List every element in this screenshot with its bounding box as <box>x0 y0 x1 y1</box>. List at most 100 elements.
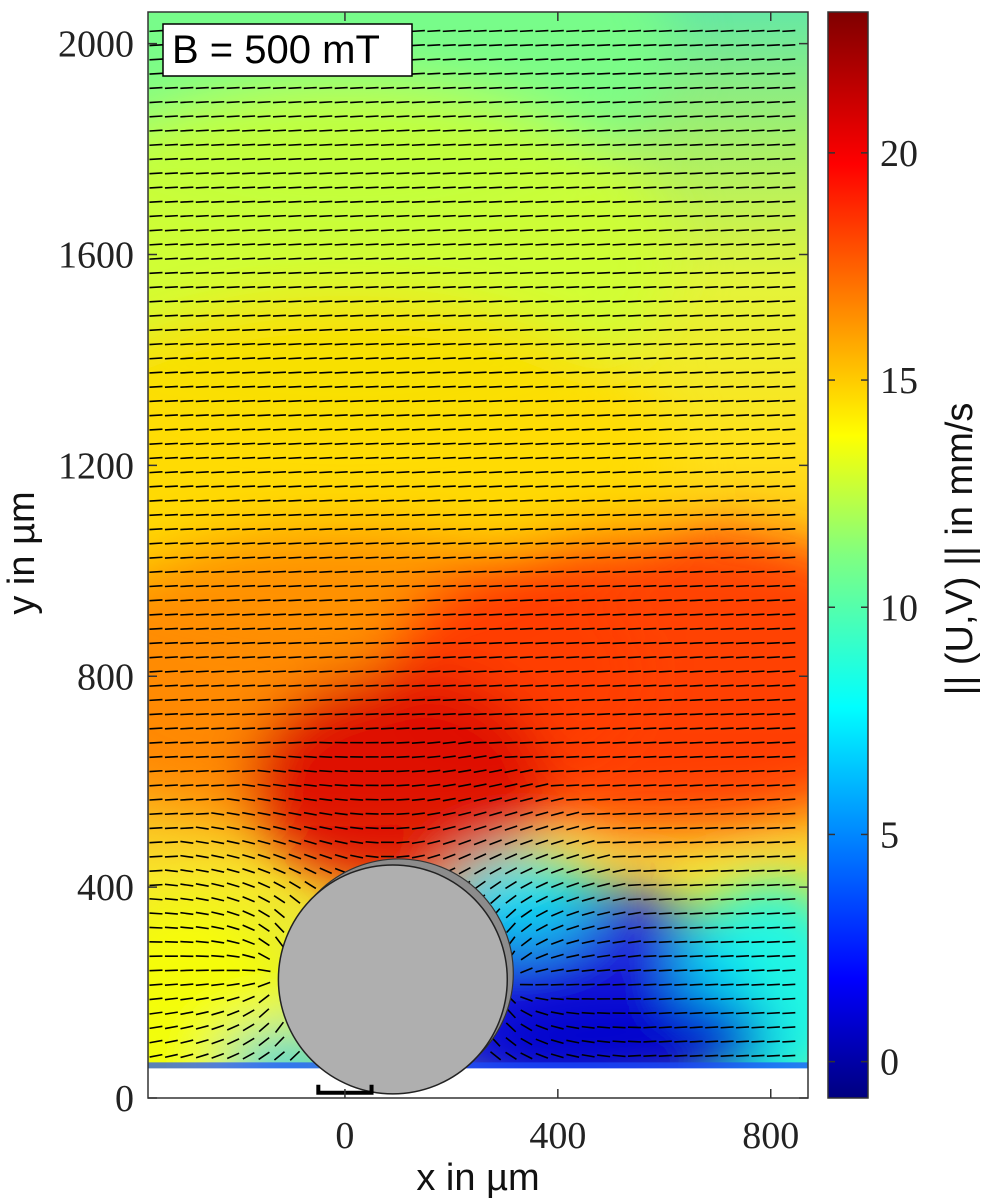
velocity-arrow <box>288 839 302 845</box>
velocity-arrow <box>766 414 780 417</box>
velocity-arrow <box>180 257 194 260</box>
velocity-arrow <box>319 812 333 816</box>
velocity-arrow <box>504 371 518 374</box>
velocity-arrow <box>164 1025 178 1030</box>
velocity-arrow <box>674 684 688 687</box>
velocity-arrow <box>643 44 657 47</box>
velocity-arrow <box>427 542 441 545</box>
velocity-arrow <box>473 713 487 716</box>
velocity-arrow <box>489 214 503 218</box>
velocity-arrow <box>566 570 580 574</box>
velocity-arrow <box>149 342 163 346</box>
velocity-arrow <box>365 300 379 303</box>
velocity-arrow <box>164 200 178 203</box>
velocity-arrow <box>766 698 780 702</box>
velocity-arrow <box>149 44 163 47</box>
velocity-arrow <box>288 627 302 630</box>
velocity-arrow <box>782 684 796 687</box>
velocity-arrow <box>751 172 765 175</box>
velocity-arrow <box>490 894 502 905</box>
velocity-arrow <box>489 44 503 47</box>
velocity-arrow <box>195 926 209 930</box>
velocity-arrow <box>303 839 317 845</box>
velocity-arrow <box>380 442 395 445</box>
velocity-arrow <box>242 556 256 559</box>
velocity-arrow <box>751 1026 765 1029</box>
velocity-arrow <box>581 769 595 773</box>
velocity-arrow <box>149 897 163 901</box>
velocity-arrow <box>782 883 796 887</box>
velocity-arrow <box>226 499 240 502</box>
velocity-arrow <box>180 670 194 673</box>
velocity-arrow <box>597 911 611 916</box>
velocity-arrow <box>489 271 503 275</box>
velocity-arrow <box>164 115 178 118</box>
velocity-arrow <box>473 727 487 730</box>
velocity-arrow <box>689 513 703 517</box>
velocity-arrow <box>195 342 209 346</box>
velocity-arrow <box>288 243 302 246</box>
velocity-arrow <box>689 599 703 602</box>
velocity-arrow <box>643 29 657 33</box>
velocity-arrow <box>257 485 271 488</box>
velocity-arrow <box>273 853 286 860</box>
velocity-arrow <box>782 186 796 189</box>
velocity-arrow <box>674 286 688 289</box>
velocity-arrow <box>257 328 271 332</box>
velocity-arrow <box>566 357 580 360</box>
velocity-arrow <box>520 951 533 961</box>
velocity-arrow <box>751 229 765 232</box>
velocity-arrow <box>442 641 456 645</box>
velocity-arrow <box>442 783 456 788</box>
velocity-arrow <box>442 129 456 132</box>
velocity-arrow <box>520 937 533 947</box>
velocity-arrow <box>272 328 287 332</box>
velocity-arrow <box>581 1039 595 1044</box>
velocity-arrow <box>319 599 333 602</box>
velocity-arrow <box>334 342 348 346</box>
velocity-arrow <box>211 100 225 104</box>
velocity-arrow <box>612 527 626 531</box>
velocity-arrow <box>272 442 287 445</box>
velocity-arrow <box>411 641 425 645</box>
velocity-arrow <box>581 72 595 75</box>
velocity-arrow <box>319 755 333 759</box>
velocity-arrow <box>735 969 750 972</box>
velocity-arrow <box>411 783 425 787</box>
velocity-arrow <box>458 442 472 445</box>
velocity-arrow <box>272 286 287 289</box>
velocity-arrow <box>504 86 518 90</box>
velocity-arrow <box>211 741 225 744</box>
velocity-arrow <box>643 741 657 744</box>
velocity-arrow <box>380 414 395 417</box>
velocity-arrow <box>705 670 719 673</box>
velocity-arrow <box>149 428 163 431</box>
velocity-arrow <box>612 428 626 431</box>
velocity-arrow <box>396 570 410 574</box>
velocity-arrow <box>674 940 688 944</box>
velocity-arrow <box>303 741 317 744</box>
velocity-arrow <box>658 471 672 474</box>
velocity-arrow <box>735 186 750 189</box>
velocity-arrow <box>782 200 796 203</box>
velocity-arrow <box>288 613 302 616</box>
velocity-arrow <box>581 428 595 431</box>
velocity-arrow <box>180 627 194 630</box>
velocity-arrow <box>411 570 425 574</box>
velocity-arrow <box>550 442 564 445</box>
velocity-arrow <box>303 485 317 488</box>
velocity-arrow <box>303 471 317 474</box>
velocity-arrow <box>550 953 564 959</box>
velocity-arrow <box>766 44 780 47</box>
velocity-arrow <box>627 556 642 559</box>
velocity-arrow <box>535 286 549 289</box>
velocity-arrow <box>334 115 348 118</box>
velocity-arrow <box>427 755 441 759</box>
velocity-arrow <box>782 72 796 75</box>
velocity-arrow <box>597 129 611 132</box>
velocity-arrow <box>566 1039 580 1044</box>
velocity-arrow <box>535 755 549 759</box>
velocity-arrow <box>550 157 564 161</box>
velocity-arrow <box>627 456 642 460</box>
velocity-arrow <box>550 314 564 317</box>
